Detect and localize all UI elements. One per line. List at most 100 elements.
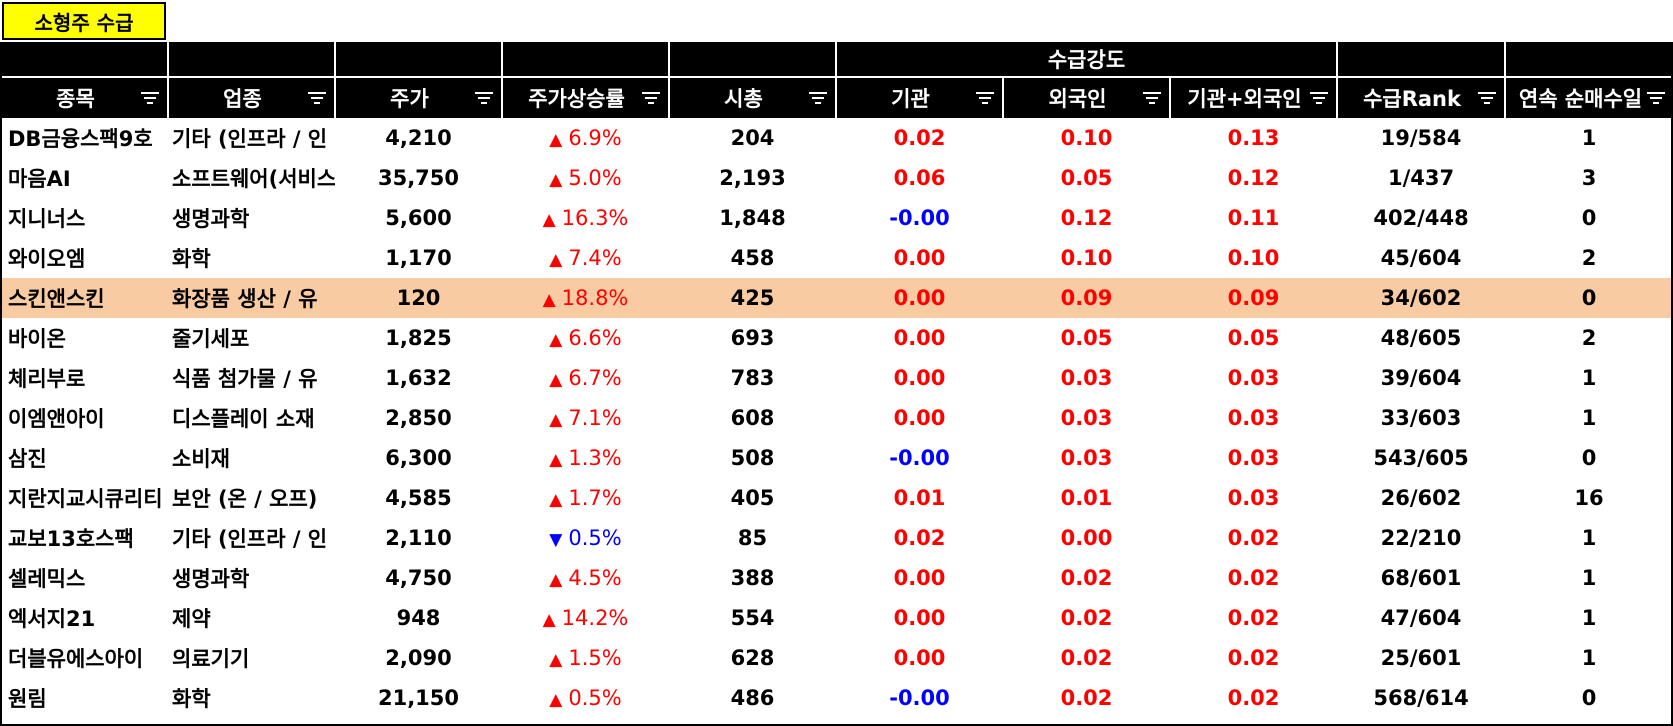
table-row[interactable]: 더블유에스아이 의료기기 2,090 ▲ 1.5% 628 0.00 0.02 0.02 25/6… [2, 638, 1673, 678]
table-row[interactable]: 스킨앤스킨 화장품 생산 / 유 120 ▲ 18.8% 425 0.00 0.09 0.09 3… [2, 278, 1673, 318]
up-arrow-icon: ▲ [549, 410, 563, 430]
institution-cell: 0.00 [893, 326, 946, 350]
column-header[interactable]: 외국인 [1002, 76, 1170, 118]
foreign-cell: 0.03 [1060, 446, 1113, 470]
consecutive-buy-days-cell: 0 [1581, 686, 1597, 710]
sheet-title-tab[interactable]: 소형주 수급 [2, 2, 166, 40]
sector-cell: 기타 (인프라 / 인 [172, 527, 328, 551]
filter-icon[interactable] [809, 92, 827, 104]
institution-cell: 0.00 [893, 406, 946, 430]
filter-icon[interactable] [642, 92, 660, 104]
filter-icon[interactable] [475, 92, 493, 104]
filter-icon[interactable] [141, 92, 159, 104]
column-header-row: 종목 업종 주가 주가상승률 시총 기관 외국인 기관+외국인 수급Rank 연속 순매수일 [2, 76, 1673, 118]
table-row[interactable]: 마음AI 소프트웨어(서비스 35,750 ▲ 5.0% 2,193 0.06 0.05 0.1… [2, 158, 1673, 198]
price-change-cell: ▲ 6.9% [502, 118, 669, 158]
market-cap-cell: 628 [730, 646, 775, 670]
table-row[interactable]: 교보13호스팩 기타 (인프라 / 인 2,110 ▼ 0.5% 85 0.02 0.00 0.… [2, 518, 1673, 558]
table-row[interactable]: 원림 화학 21,150 ▲ 0.5% 486 -0.00 0.02 0.02 568/614 0 [2, 678, 1673, 718]
sector-cell: 줄기세포 [172, 327, 250, 351]
price-change-value: 1.7% [568, 486, 622, 510]
filter-icon[interactable] [976, 92, 994, 104]
price-change-value: 6.6% [568, 326, 622, 350]
filter-icon[interactable] [1143, 92, 1161, 104]
supply-rank-cell: 22/210 [1380, 526, 1462, 550]
inst-foreign-cell: 0.02 [1227, 686, 1280, 710]
column-header[interactable]: 시총 [668, 76, 836, 118]
foreign-cell: 0.02 [1060, 686, 1113, 710]
price-cell: 5,600 [385, 206, 452, 230]
table-row[interactable]: 삼진 소비재 6,300 ▲ 1.3% 508 -0.00 0.03 0.03 543/605 0 [2, 438, 1673, 478]
column-header[interactable]: 주가 [334, 76, 502, 118]
stock-name-cell: 더블유에스아이 [8, 647, 144, 671]
column-header-label: 수급Rank [1363, 87, 1461, 111]
filter-icon[interactable] [1478, 92, 1497, 104]
stock-name-cell: 체리부로 [8, 367, 86, 391]
table-row[interactable]: 엑서지21 제약 948 ▲ 14.2% 554 0.00 0.02 0.02 47/604 1 [2, 598, 1673, 638]
filter-icon[interactable] [1310, 92, 1329, 104]
consecutive-buy-days-cell: 16 [1574, 486, 1604, 510]
up-arrow-icon: ▲ [549, 170, 563, 190]
table-row[interactable]: 체리부로 식품 첨가물 / 유 1,632 ▲ 6.7% 783 0.00 0.03 0.03 3… [2, 358, 1673, 398]
table-row[interactable]: 지란지교시큐리티 보안 (온 / 오프) 4,585 ▲ 1.7% 405 0.01 0.01… [2, 478, 1673, 518]
market-cap-cell: 458 [730, 246, 775, 270]
market-cap-cell: 783 [730, 366, 775, 390]
group-header-blank [2, 42, 168, 77]
price-change-value: 0.5% [568, 686, 622, 710]
price-cell: 4,750 [385, 566, 452, 590]
institution-cell: 0.00 [836, 278, 1003, 318]
column-header[interactable]: 주가상승률 [501, 76, 669, 118]
inst-foreign-cell: 0.02 [1227, 606, 1280, 630]
foreign-cell: 0.03 [1060, 366, 1113, 390]
filter-icon[interactable] [1647, 92, 1666, 104]
price-change-cell: ▲ 7.4% [502, 238, 669, 278]
column-header[interactable]: 종목 [2, 76, 168, 118]
inst-foreign-cell: 0.03 [1227, 446, 1280, 470]
group-header-blank [1504, 42, 1673, 77]
sector-cell: 소프트웨어(서비스 [172, 167, 335, 191]
market-cap-cell: 486 [730, 686, 775, 710]
price-change-cell: ▲ 6.6% [502, 318, 669, 358]
price-cell: 35,750 [377, 166, 460, 190]
price-cell: 948 [396, 606, 441, 630]
price-change-value: 5.0% [568, 166, 622, 190]
price-change-value: 14.2% [561, 606, 629, 630]
sector-cell: 생명과학 [172, 207, 250, 231]
column-header-label: 기관 [891, 87, 930, 111]
table-border-right [1671, 42, 1673, 726]
column-header[interactable]: 연속 순매수일 [1504, 76, 1673, 118]
filter-icon[interactable] [308, 92, 326, 104]
table-row[interactable]: 지니너스 생명과학 5,600 ▲ 16.3% 1,848 -0.00 0.12 0.11 402… [2, 198, 1673, 238]
column-header-label: 종목 [56, 87, 95, 111]
up-arrow-icon: ▲ [542, 610, 556, 630]
sector-cell: 화학 [172, 247, 211, 271]
table-row[interactable]: DB금융스팩9호 기타 (인프라 / 인 4,210 ▲ 6.9% 204 0.02 0.10… [2, 118, 1673, 158]
supply-rank-cell: 543/605 [1373, 446, 1469, 470]
up-arrow-icon: ▲ [549, 250, 563, 270]
table-row[interactable]: 와이오엠 화학 1,170 ▲ 7.4% 458 0.00 0.10 0.10 45/604 2 [2, 238, 1673, 278]
foreign-cell: 0.00 [1060, 526, 1113, 550]
stock-name-cell: 와이오엠 [8, 247, 86, 271]
stock-name-cell: 원림 [8, 687, 47, 711]
supply-rank-cell: 34/602 [1337, 278, 1506, 318]
table-row[interactable]: 바이온 줄기세포 1,825 ▲ 6.6% 693 0.00 0.05 0.05 48/605 2 [2, 318, 1673, 358]
column-header[interactable]: 기관 [835, 76, 1003, 118]
consecutive-buy-days-cell: 1 [1581, 526, 1597, 550]
supply-rank-cell: 33/603 [1380, 406, 1462, 430]
sector-cell: 의료기기 [172, 647, 250, 671]
inst-foreign-cell: 0.12 [1227, 166, 1280, 190]
table-row[interactable]: 이엠앤아이 디스플레이 소재 2,850 ▲ 7.1% 608 0.00 0.03 0.03 33… [2, 398, 1673, 438]
consecutive-buy-days-cell: 0 [1581, 446, 1597, 470]
consecutive-buy-days-cell: 0 [1505, 278, 1673, 318]
table-row[interactable]: 셀레믹스 생명과학 4,750 ▲ 4.5% 388 0.00 0.02 0.02 68/601 1 [2, 558, 1673, 598]
group-header-blank [334, 42, 502, 77]
column-header[interactable]: 기관+외국인 [1168, 76, 1338, 118]
supply-rank-cell: 39/604 [1380, 366, 1462, 390]
price-cell: 2,110 [385, 526, 452, 550]
price-change-cell: ▲ 1.5% [502, 638, 669, 678]
price-cell: 21,150 [377, 686, 460, 710]
column-header[interactable]: 업종 [167, 76, 335, 118]
up-arrow-icon: ▲ [549, 570, 563, 590]
column-header[interactable]: 수급Rank [1336, 76, 1506, 118]
